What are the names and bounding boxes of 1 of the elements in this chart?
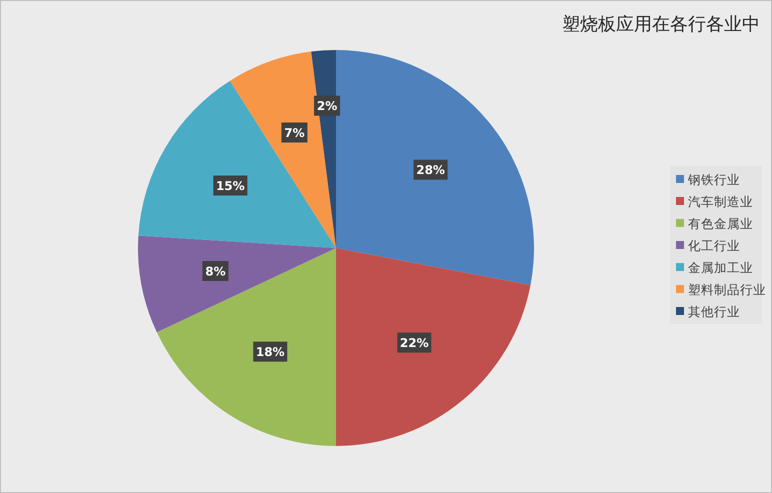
title: 塑烧板应用在各行各业中 [562, 14, 760, 35]
